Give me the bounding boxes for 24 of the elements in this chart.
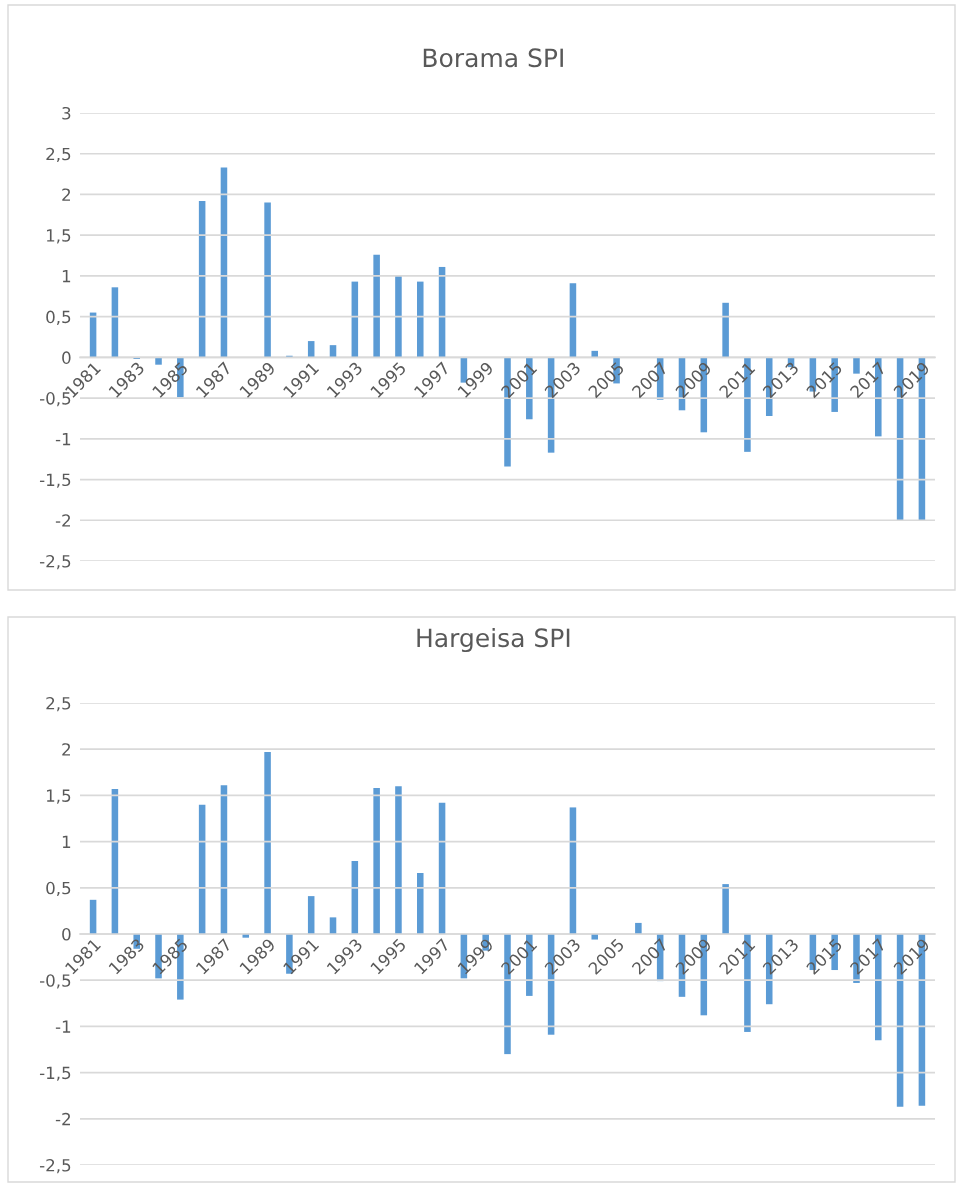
y-tick-label: 0,5 [46, 310, 71, 325]
y-tick-label: -2,5 [39, 1158, 71, 1174]
chart-title: Borama SPI [423, 48, 563, 68]
chart-title: Hargeisa SPI [417, 627, 570, 653]
y-tick-label: 2 [62, 188, 70, 201]
y-tick-label: 2,5 [46, 147, 71, 162]
y-tick-label: 1,5 [46, 789, 71, 804]
y-tick-label: 2 [62, 743, 70, 756]
y-tick-label: -1 [55, 433, 71, 446]
y-tick-label: 1 [62, 270, 71, 283]
y-tick-label: -2,5 [39, 554, 71, 570]
y-tick-label: 2,5 [46, 696, 71, 712]
y-tick-label: -0,5 [39, 974, 71, 989]
y-tick-label: 0,5 [46, 881, 71, 897]
y-tick-label: 3 [62, 106, 71, 120]
y-tick-label: 1,5 [46, 229, 71, 244]
y-tick-label: 0 [62, 927, 71, 941]
y-tick-label: -2 [55, 1112, 70, 1126]
y-tick-label: -1 [55, 1020, 71, 1033]
y-tick-label: -1,5 [39, 473, 71, 488]
y-tick-label: -2 [55, 514, 70, 527]
y-tick-label: 1 [62, 835, 71, 848]
y-tick-label: 0 [62, 351, 71, 364]
y-tick-label: -1,5 [39, 1066, 71, 1081]
